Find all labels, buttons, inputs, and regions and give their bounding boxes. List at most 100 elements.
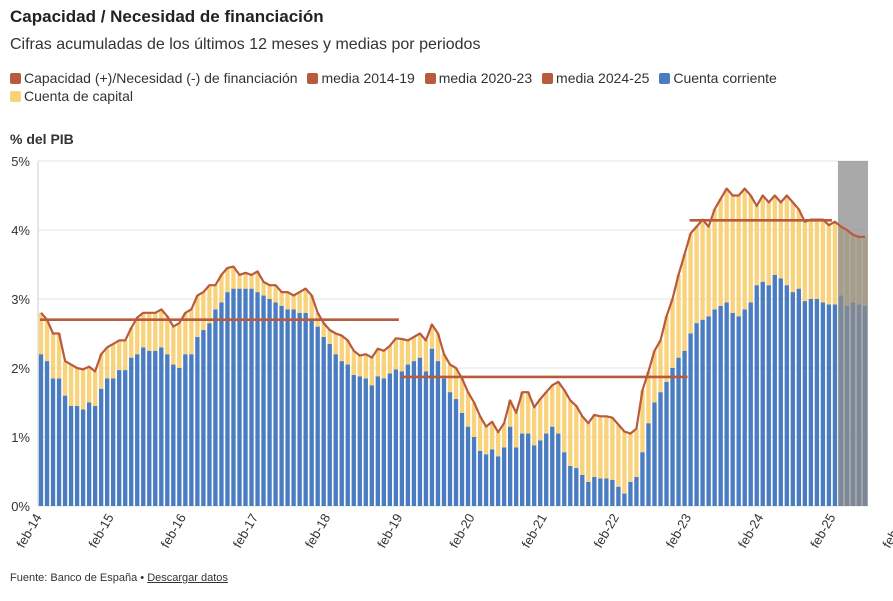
bar-current-account [688,333,693,506]
bar-current-account [550,426,555,506]
x-tick-label: feb-26 [879,511,893,550]
bar-current-account [165,354,170,506]
legend-item-capital-account[interactable]: Cuenta de capital [10,87,133,105]
bar-capital-account [694,226,699,324]
bar-capital-account [664,316,669,382]
y-tick-label: 1% [11,430,30,445]
bar-capital-account [267,285,272,299]
bar-capital-account [447,364,453,393]
bar-current-account [441,378,447,506]
bar-capital-account [86,366,92,403]
bar-capital-account [658,340,663,393]
legend-label: Capacidad (+)/Necesidad (-) de financiac… [24,70,298,86]
bar-current-account [808,299,814,506]
bar-current-account [363,378,368,506]
bar-capital-account [117,340,122,371]
bar-capital-account [38,312,44,355]
bar-current-account [411,361,417,506]
bar-capital-account [62,361,68,396]
legend-item-avg-2014-19[interactable]: media 2014-19 [307,69,415,87]
bar-current-account [387,373,393,506]
legend-item-avg-2024-25[interactable]: media 2024-25 [542,69,649,87]
bar-capital-account [231,266,236,289]
bar-current-account [790,292,795,506]
bar-current-account [742,309,747,506]
bar-capital-account [111,343,116,379]
bar-capital-account [80,369,86,410]
bar-current-account [68,405,74,506]
bar-current-account [507,426,513,506]
bar-current-account [532,445,537,506]
legend-item-net-lending[interactable]: Capacidad (+)/Necesidad (-) de financiac… [10,69,298,87]
bar-current-account [429,348,435,506]
x-tick-label: feb-15 [85,511,116,550]
bar-current-account [712,309,717,506]
bar-current-account [477,450,483,506]
bar-current-account [405,364,411,506]
bar-current-account [86,402,92,506]
bar-current-account [423,371,429,506]
bar-capital-account [453,368,459,400]
bar-capital-account [195,295,200,337]
bar-current-account [309,319,314,506]
bar-capital-account [363,354,368,379]
bar-current-account [417,357,423,506]
bar-current-account [345,364,350,506]
legend-item-current-account[interactable]: Cuenta corriente [659,69,777,87]
bar-capital-account [285,292,290,310]
bar-capital-account [477,416,483,451]
bar-current-account [231,288,236,506]
x-tick-label: feb-14 [13,511,44,550]
bar-current-account [177,368,182,506]
bar-current-account [333,354,338,506]
bar-current-account [147,350,152,506]
legend-swatch [10,91,21,102]
bar-capital-account [526,392,531,434]
bar-current-account [658,392,663,506]
y-tick-label: 2% [11,361,30,376]
x-tick-label: feb-19 [374,511,405,550]
bar-current-account [44,361,50,506]
bar-current-account [676,357,681,506]
bar-current-account [646,423,651,506]
bar-current-account [513,447,519,506]
bar-current-account [189,354,194,506]
bar-capital-account [321,323,326,337]
bar-capital-account [189,309,194,355]
bar-current-account [604,478,609,506]
bar-capital-account [429,324,435,349]
bar-current-account [339,361,344,506]
bar-capital-account [724,188,729,303]
bar-capital-account [562,390,567,453]
bar-current-account [634,477,639,506]
bar-current-account [628,481,633,506]
bar-capital-account [550,385,555,427]
bar-current-account [56,378,62,506]
bar-current-account [640,452,645,506]
bar-capital-account [381,350,386,379]
bar-capital-account [604,416,609,479]
bar-capital-account [369,357,374,386]
bar-current-account [694,323,699,506]
download-data-link[interactable]: Descargar datos [147,572,228,584]
bar-current-account [267,299,272,506]
bar-current-account [826,304,832,506]
bar-current-account [38,354,44,506]
bar-current-account [375,376,380,506]
bar-current-account [489,449,495,506]
bar-capital-account [129,327,134,358]
bar-capital-account [742,188,747,310]
bar-current-account [730,312,735,506]
bar-current-account [586,481,591,506]
bar-capital-account [501,423,507,448]
bar-current-account [135,354,140,506]
legend-swatch [307,73,319,84]
bar-capital-account [375,348,380,377]
y-tick-label: 5% [11,154,30,169]
bar-current-account [682,350,687,506]
x-tick-label: feb-20 [446,511,477,550]
bar-capital-account [760,195,765,282]
legend-item-avg-2020-23[interactable]: media 2020-23 [424,69,532,87]
bar-capital-account [736,195,741,317]
bar-current-account [62,395,68,506]
